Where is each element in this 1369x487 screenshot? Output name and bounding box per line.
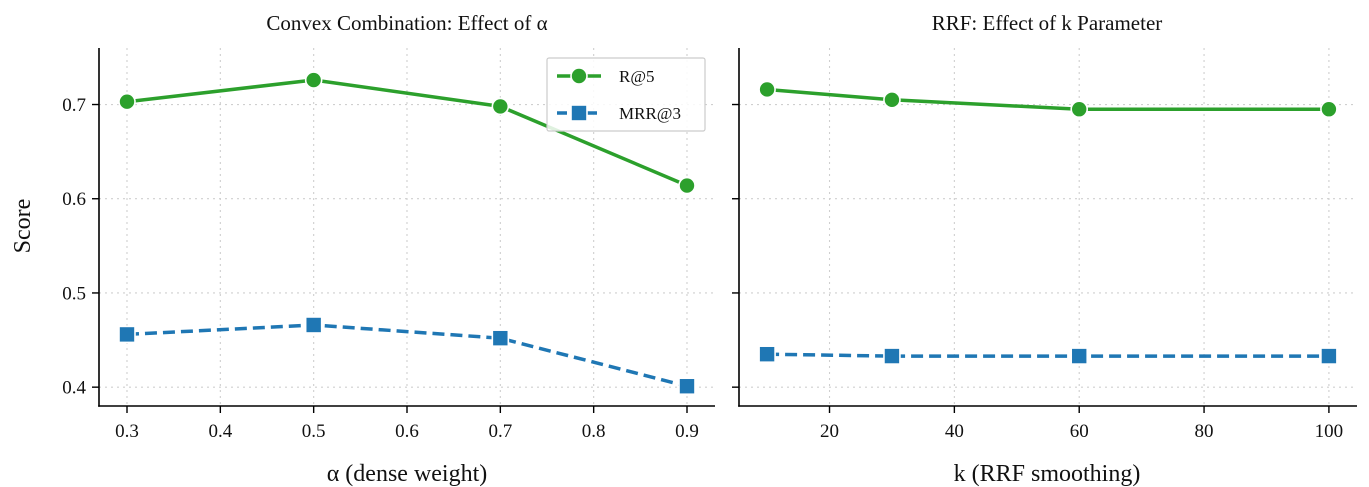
series-line-mrr3 xyxy=(126,323,688,388)
panel-rrf: RRF: Effect of k Parameter k (RRF smooth… xyxy=(732,11,1357,487)
x-axis-label: k (RRF smoothing) xyxy=(954,461,1141,487)
data-point-r5 xyxy=(491,97,510,116)
x-tick-label: 0.6 xyxy=(395,421,419,442)
data-point-mrr3 xyxy=(491,329,510,347)
series-group xyxy=(118,71,696,396)
grid-lines xyxy=(99,48,715,406)
legend-marker-r5 xyxy=(570,67,588,85)
series-line-mrr3 xyxy=(767,352,1329,358)
chart-title: RRF: Effect of k Parameter xyxy=(932,11,1163,35)
data-point-mrr3 xyxy=(678,377,696,396)
y-tick-label: 0.7 xyxy=(62,95,86,116)
data-point-r5 xyxy=(1070,100,1089,119)
x-tick-label: 0.8 xyxy=(582,421,606,442)
data-point-mrr3 xyxy=(883,347,901,365)
x-tick-label: 0.3 xyxy=(115,421,139,442)
y-axis-label: Score xyxy=(10,199,36,254)
legend-label-mrr3: MRR@3 xyxy=(619,104,681,123)
y-tick-label: 0.5 xyxy=(62,283,86,304)
ticks-group: 0.3 0.4 0.5 0.6 0.7 0.8 0.9 0.4 0.5 0.6 0.7 xyxy=(62,95,699,442)
x-tick-label: 0.9 xyxy=(675,421,699,442)
data-point-r5 xyxy=(883,91,901,109)
data-point-mrr3 xyxy=(758,345,776,363)
series-line-r5 xyxy=(126,78,688,188)
series-group xyxy=(758,80,1338,365)
x-tick-label: 60 xyxy=(1070,421,1089,442)
series-line-r5 xyxy=(766,87,1329,111)
legend: R@5 MRR@3 xyxy=(546,57,706,132)
data-point-r5 xyxy=(118,92,136,111)
data-point-mrr3 xyxy=(304,316,323,334)
ticks-group: 20 40 60 80 100 xyxy=(732,103,1344,442)
panel-convex-combination: Convex Combination: Effect of α Score α … xyxy=(10,11,715,487)
data-point-mrr3 xyxy=(1320,347,1338,365)
chart-title: Convex Combination: Effect of α xyxy=(266,11,547,35)
data-point-r5 xyxy=(678,176,696,195)
grid-lines xyxy=(739,48,1357,406)
legend-entry-mrr3: MRR@3 xyxy=(557,104,681,123)
y-tick-label: 0.6 xyxy=(62,189,86,210)
x-tick-label: 20 xyxy=(820,421,839,442)
legend-marker-mrr3 xyxy=(570,104,588,122)
x-tick-label: 40 xyxy=(945,421,964,442)
data-point-mrr3 xyxy=(118,325,136,344)
data-point-r5 xyxy=(758,80,776,99)
axes-spines xyxy=(98,48,715,407)
x-tick-label: 0.4 xyxy=(208,421,232,442)
legend-label-r5: R@5 xyxy=(619,67,655,86)
data-point-mrr3 xyxy=(1070,347,1089,365)
x-axis-label: α (dense weight) xyxy=(327,461,488,487)
x-tick-label: 80 xyxy=(1195,421,1214,442)
axes-spines xyxy=(738,48,1357,407)
y-tick-label: 0.4 xyxy=(62,378,86,399)
x-tick-label: 0.7 xyxy=(488,421,512,442)
legend-entry-r5: R@5 xyxy=(557,67,655,86)
x-tick-label: 0.5 xyxy=(302,421,326,442)
data-point-r5 xyxy=(304,71,323,89)
x-tick-label: 100 xyxy=(1315,421,1344,442)
data-point-r5 xyxy=(1320,100,1338,119)
